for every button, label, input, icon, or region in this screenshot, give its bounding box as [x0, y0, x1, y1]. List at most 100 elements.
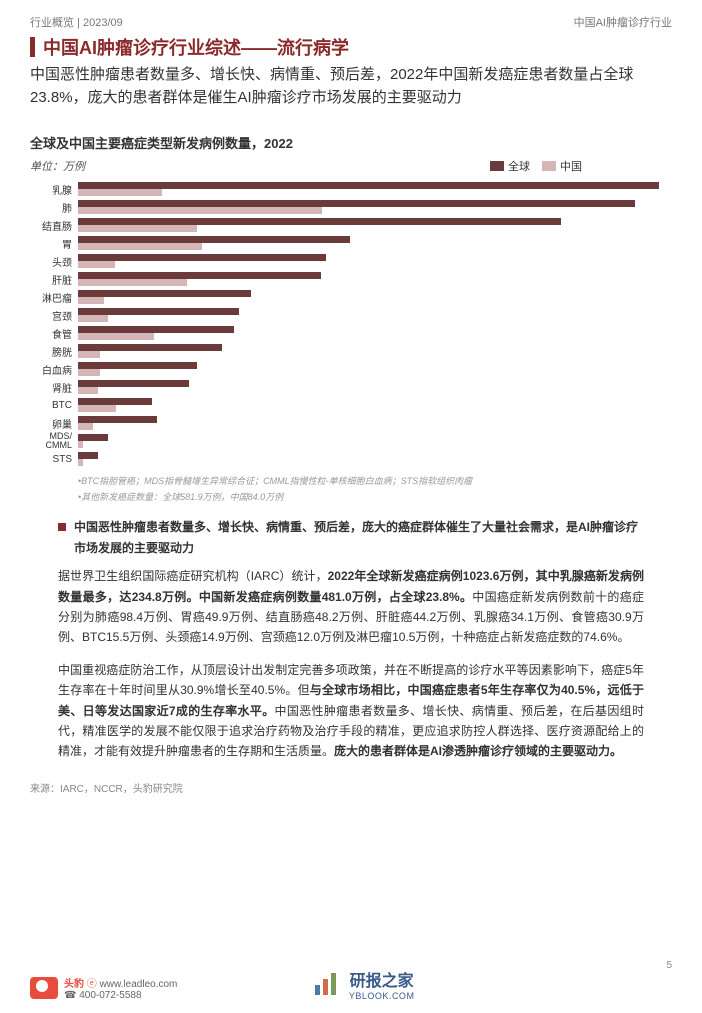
category-label: 食管 [30, 326, 78, 341]
chart-row: MDS/CMML [30, 432, 672, 450]
category-label: 乳腺 [30, 182, 78, 197]
bar-china [78, 225, 197, 232]
category-label: 肝脏 [30, 272, 78, 287]
bar-global [78, 308, 239, 315]
page-footer: 头豹 ⓔ www.leadleo.com ☎ 400-072-5588 研报之家… [0, 967, 702, 1001]
category-label: 肾脏 [30, 380, 78, 395]
chart-footnote-2: •其他新发癌症数量：全球581.9万例，中国84.0万例 [0, 488, 702, 504]
bar-global [78, 236, 350, 243]
bar-china [78, 387, 98, 394]
category-label: 白血病 [30, 362, 78, 377]
p2d: 庞大的患者群体是AI渗透肿瘤诊疗领域的主要驱动力。 [334, 744, 622, 758]
ybook-title: 研报之家 [349, 967, 415, 991]
chart-row: 头颈 [30, 252, 672, 270]
page-header: 行业概览 | 2023/09 中国AI肿瘤诊疗行业 [0, 0, 702, 34]
chart-row: BTC [30, 396, 672, 414]
bullet-text: 中国恶性肿瘤患者数量多、增长快、病情重、预后差，庞大的癌症群体催生了大量社会需求… [74, 517, 644, 558]
category-label: 头颈 [30, 254, 78, 269]
category-label: STS [30, 454, 78, 465]
chart-row: STS [30, 450, 672, 468]
legend-china: 中国 [542, 158, 582, 174]
chart-row: 卵巢 [30, 414, 672, 432]
chart-row: 食管 [30, 324, 672, 342]
leopard-logo-icon [30, 977, 58, 999]
chart-row: 膀胱 [30, 342, 672, 360]
bar-china [78, 243, 202, 250]
bullet-square-icon [58, 523, 66, 531]
bar-china [78, 189, 162, 196]
bar-china [78, 297, 104, 304]
bar-global [78, 272, 321, 279]
chart-row: 肺 [30, 198, 672, 216]
bar-global [78, 182, 659, 189]
ybook-url: YBLOOK.COM [349, 991, 415, 1001]
brand-url: www.leadleo.com [100, 979, 178, 990]
category-label: 淋巴瘤 [30, 290, 78, 305]
legend-label-china: 中国 [560, 158, 582, 174]
header-left: 行业概览 | 2023/09 [30, 14, 123, 30]
category-label: 宫颈 [30, 308, 78, 323]
brand-phone: 400-072-5588 [79, 990, 141, 1001]
bar-global [78, 200, 635, 207]
paragraph-2: 中国重视癌症防治工作，从顶层设计出发制定完善多项政策，并在不断提高的诊疗水平等因… [58, 660, 644, 762]
title-block: 中国AI肿瘤诊疗行业综述——流行病学 中国恶性肿瘤患者数量多、增长快、病情重、预… [0, 34, 702, 115]
title-accent-bar [30, 37, 35, 57]
bar-china [78, 351, 100, 358]
bar-china [78, 369, 100, 376]
chart-row: 肝脏 [30, 270, 672, 288]
chart-unit: 单位：万例 [30, 158, 85, 174]
category-label: 肺 [30, 200, 78, 215]
bar-chart: 乳腺肺结直肠胃头颈肝脏淋巴瘤宫颈食管膀胱白血病肾脏 BTC 卵巢MDS/CMML ST… [30, 180, 672, 468]
bar-china [78, 441, 83, 448]
bar-global [78, 362, 197, 369]
category-label: MDS/CMML [30, 432, 78, 450]
bar-global [78, 290, 251, 297]
bar-global [78, 434, 108, 441]
bar-global [78, 452, 98, 459]
chart-row: 结直肠 [30, 216, 672, 234]
source-line: 来源：IARC，NCCR，头豹研究院 [0, 774, 702, 801]
chart-row: 肾脏 [30, 378, 672, 396]
chart-row: 淋巴瘤 [30, 288, 672, 306]
bar-china [78, 315, 108, 322]
category-label: 卵巢 [30, 416, 78, 431]
bar-china [78, 333, 154, 340]
header-right: 中国AI肿瘤诊疗行业 [574, 14, 672, 30]
bar-china [78, 459, 83, 466]
bar-global [78, 398, 152, 405]
legend-swatch-china [542, 161, 556, 171]
ybook-chart-icon [315, 973, 343, 995]
subtitle: 中国恶性肿瘤患者数量多、增长快、病情重、预后差，2022年中国新发癌症患者数量占… [30, 64, 672, 109]
chart-title: 全球及中国主要癌症类型新发病例数量，2022 [30, 133, 672, 152]
paragraph-1: 据世界卫生组织国际癌症研究机构（IARC）统计，2022年全球新发癌症病例102… [58, 566, 644, 648]
footer-center: 研报之家 YBLOOK.COM [315, 967, 415, 1001]
body-text: 中国恶性肿瘤患者数量多、增长快、病情重、预后差，庞大的癌症群体催生了大量社会需求… [0, 503, 702, 761]
bar-global [78, 326, 234, 333]
bar-china [78, 423, 93, 430]
legend-global: 全球 [490, 158, 530, 174]
chart-row: 宫颈 [30, 306, 672, 324]
category-label: BTC [30, 400, 78, 411]
brand-name: 头豹 [64, 979, 84, 990]
bar-global [78, 380, 189, 387]
footer-left: 头豹 ⓔ www.leadleo.com ☎ 400-072-5588 [30, 975, 177, 1001]
main-title: 中国AI肿瘤诊疗行业综述——流行病学 [43, 34, 349, 60]
chart-row: 乳腺 [30, 180, 672, 198]
category-label: 胃 [30, 236, 78, 251]
legend-swatch-global [490, 161, 504, 171]
chart-legend: 全球 中国 [490, 158, 582, 174]
legend-label-global: 全球 [508, 158, 530, 174]
category-label: 膀胱 [30, 344, 78, 359]
chart-row: 白血病 [30, 360, 672, 378]
bar-global [78, 416, 157, 423]
bar-china [78, 405, 116, 412]
category-label: 结直肠 [30, 218, 78, 233]
bar-china [78, 207, 322, 214]
bar-global [78, 254, 326, 261]
bar-china [78, 279, 187, 286]
bar-global [78, 344, 222, 351]
chart-section: 全球及中国主要癌症类型新发病例数量，2022 单位：万例 全球 中国 乳腺肺结直… [0, 115, 702, 472]
p1a: 据世界卫生组织国际癌症研究机构（IARC）统计， [58, 569, 328, 583]
chart-row: 胃 [30, 234, 672, 252]
bar-global [78, 218, 561, 225]
